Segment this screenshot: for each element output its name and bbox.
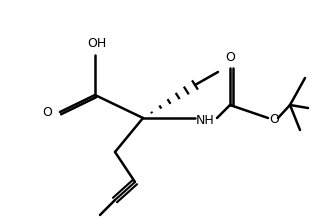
Text: O: O: [269, 112, 279, 125]
Text: O: O: [225, 51, 235, 64]
Text: OH: OH: [87, 37, 106, 50]
Text: O: O: [42, 106, 52, 118]
Text: NH: NH: [196, 114, 215, 127]
